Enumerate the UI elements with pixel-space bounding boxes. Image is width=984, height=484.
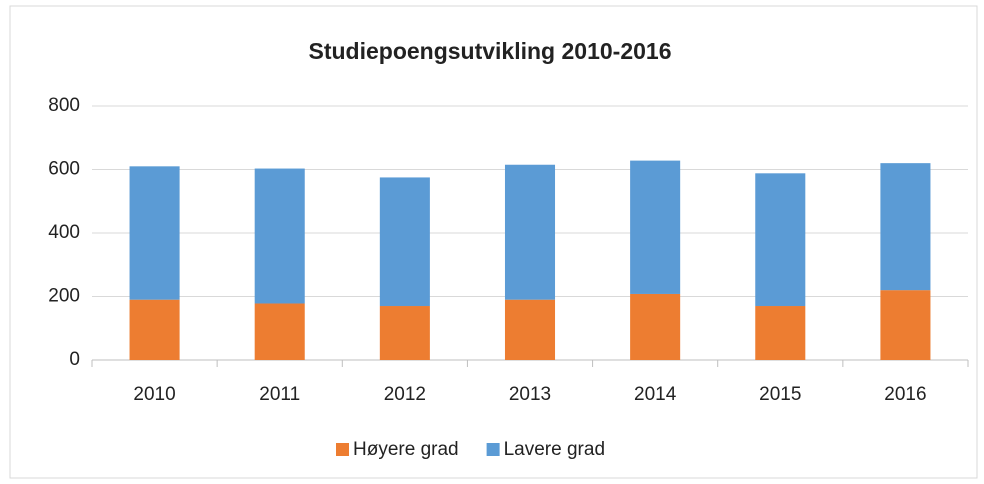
bar-segment bbox=[379, 177, 430, 307]
x-tick-label: 2012 bbox=[384, 384, 426, 405]
y-tick-label: 800 bbox=[48, 95, 80, 116]
x-tick-label: 2016 bbox=[884, 384, 926, 405]
legend-label: Lavere grad bbox=[504, 439, 605, 460]
x-tick-label: 2014 bbox=[634, 384, 677, 405]
bar-segment bbox=[755, 306, 806, 360]
bar-segment bbox=[630, 293, 681, 360]
bar-segment bbox=[254, 303, 305, 360]
bar-segment bbox=[504, 164, 556, 300]
legend-label: Høyere grad bbox=[353, 439, 459, 460]
y-tick-label: 400 bbox=[48, 222, 80, 243]
chart-title: Studiepoengsutvikling 2010-2016 bbox=[308, 38, 671, 64]
bar-segment bbox=[129, 299, 180, 360]
bar-segment bbox=[880, 163, 931, 291]
legend-swatch bbox=[486, 443, 500, 456]
x-tick-label: 2010 bbox=[133, 384, 175, 405]
bar-segment bbox=[504, 299, 556, 360]
bar-segment bbox=[880, 290, 931, 360]
y-tick-label: 0 bbox=[69, 349, 80, 370]
legend-swatch bbox=[336, 443, 349, 456]
y-tick-label: 200 bbox=[48, 286, 80, 307]
bar-segment bbox=[630, 160, 681, 294]
bar-segment bbox=[379, 306, 430, 360]
x-tick-label: 2011 bbox=[259, 384, 300, 405]
bar-segment bbox=[254, 168, 305, 304]
y-tick-label: 600 bbox=[48, 159, 80, 180]
x-tick-label: 2015 bbox=[759, 384, 801, 405]
bar-segment bbox=[755, 173, 806, 307]
x-tick-label: 2013 bbox=[509, 384, 551, 405]
bar-segment bbox=[129, 166, 180, 300]
